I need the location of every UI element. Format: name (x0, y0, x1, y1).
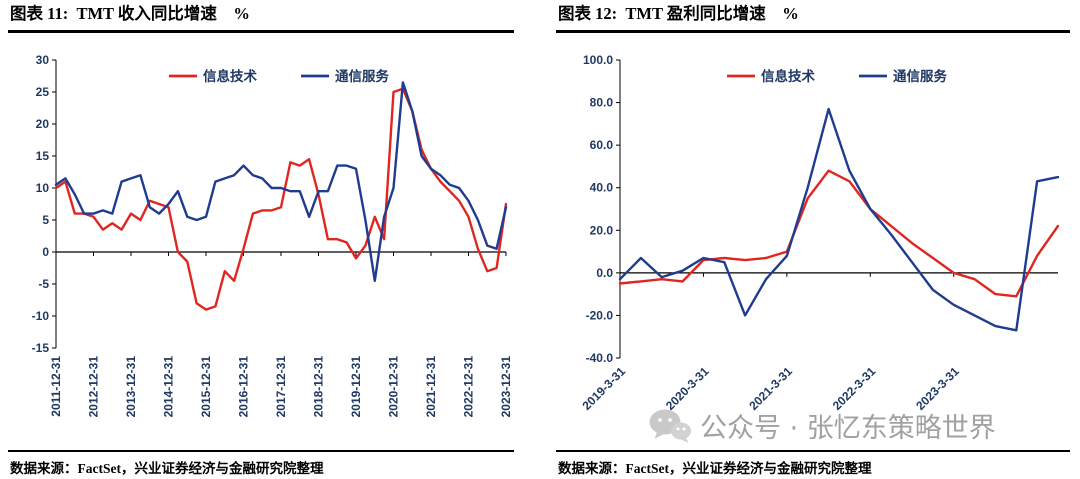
svg-text:40.0: 40.0 (590, 181, 614, 195)
svg-text:2012-12-31: 2012-12-31 (87, 356, 101, 418)
svg-text:2020-12-31: 2020-12-31 (387, 356, 401, 418)
svg-text:2022-12-31: 2022-12-31 (462, 356, 476, 418)
svg-text:2022-3-31: 2022-3-31 (830, 364, 879, 413)
svg-text:2016-12-31: 2016-12-31 (237, 356, 251, 418)
svg-text:-15: -15 (32, 341, 50, 355)
svg-text:2019-12-31: 2019-12-31 (349, 356, 363, 418)
svg-text:-40.0: -40.0 (586, 351, 614, 365)
svg-text:2023-3-31: 2023-3-31 (913, 364, 962, 413)
svg-text:通信服务: 通信服务 (335, 68, 389, 84)
svg-text:15: 15 (36, 149, 50, 163)
svg-text:5: 5 (42, 213, 49, 227)
svg-text:2013-12-31: 2013-12-31 (124, 356, 138, 418)
chart-panel-profit: 图表 12: TMT 盈利同比增速 % 100.0 80.0 60.0 40.0 20.… (556, 0, 1070, 479)
svg-text:2023-12-31: 2023-12-31 (499, 356, 513, 418)
svg-text:20: 20 (36, 117, 50, 131)
svg-text:-20.0: -20.0 (586, 308, 614, 322)
svg-text:80.0: 80.0 (590, 96, 614, 110)
svg-text:100.0: 100.0 (583, 53, 613, 67)
source-note-revenue: 数据来源：FactSet，兴业证券经济与金融研究院整理 (8, 450, 514, 477)
svg-text:信息技术: 信息技术 (761, 68, 815, 84)
svg-text:通信服务: 通信服务 (893, 68, 947, 84)
svg-text:-10: -10 (32, 309, 50, 323)
svg-text:-5: -5 (38, 277, 49, 291)
svg-text:2011-12-31: 2011-12-31 (49, 356, 63, 417)
chart-title-revenue: 图表 11: TMT 收入同比增速 % (8, 0, 514, 33)
line-chart-profit: 100.0 80.0 60.0 40.0 20.0 0.0 -20.0 -40.0 2019-3… (556, 36, 1070, 451)
svg-text:2015-12-31: 2015-12-31 (199, 356, 213, 418)
svg-text:2020-3-31: 2020-3-31 (663, 364, 712, 413)
svg-text:0.0: 0.0 (596, 266, 613, 280)
svg-text:25: 25 (36, 85, 50, 99)
source-note-profit: 数据来源：FactSet，兴业证券经济与金融研究院整理 (556, 450, 1070, 477)
svg-text:2019-3-31: 2019-3-31 (580, 364, 629, 413)
svg-text:2017-12-31: 2017-12-31 (274, 356, 288, 418)
line-chart-revenue: 30 25 20 15 10 5 0 -5 -10 -15 2011-12-31 2012-12-31… (8, 36, 514, 451)
svg-text:10: 10 (36, 181, 50, 195)
svg-text:2021-3-31: 2021-3-31 (746, 364, 795, 413)
chart-panel-revenue: 图表 11: TMT 收入同比增速 % 30 25 20 15 10 5 0 -5 -10 -15… (8, 0, 514, 479)
svg-text:0: 0 (42, 245, 49, 259)
svg-text:信息技术: 信息技术 (203, 68, 257, 84)
chart-title-profit: 图表 12: TMT 盈利同比增速 % (556, 0, 1070, 33)
svg-text:2018-12-31: 2018-12-31 (312, 356, 326, 418)
svg-text:60.0: 60.0 (590, 138, 614, 152)
svg-text:2014-12-31: 2014-12-31 (162, 356, 176, 418)
svg-text:2021-12-31: 2021-12-31 (424, 356, 438, 418)
svg-text:20.0: 20.0 (590, 223, 614, 237)
svg-text:30: 30 (36, 53, 50, 67)
